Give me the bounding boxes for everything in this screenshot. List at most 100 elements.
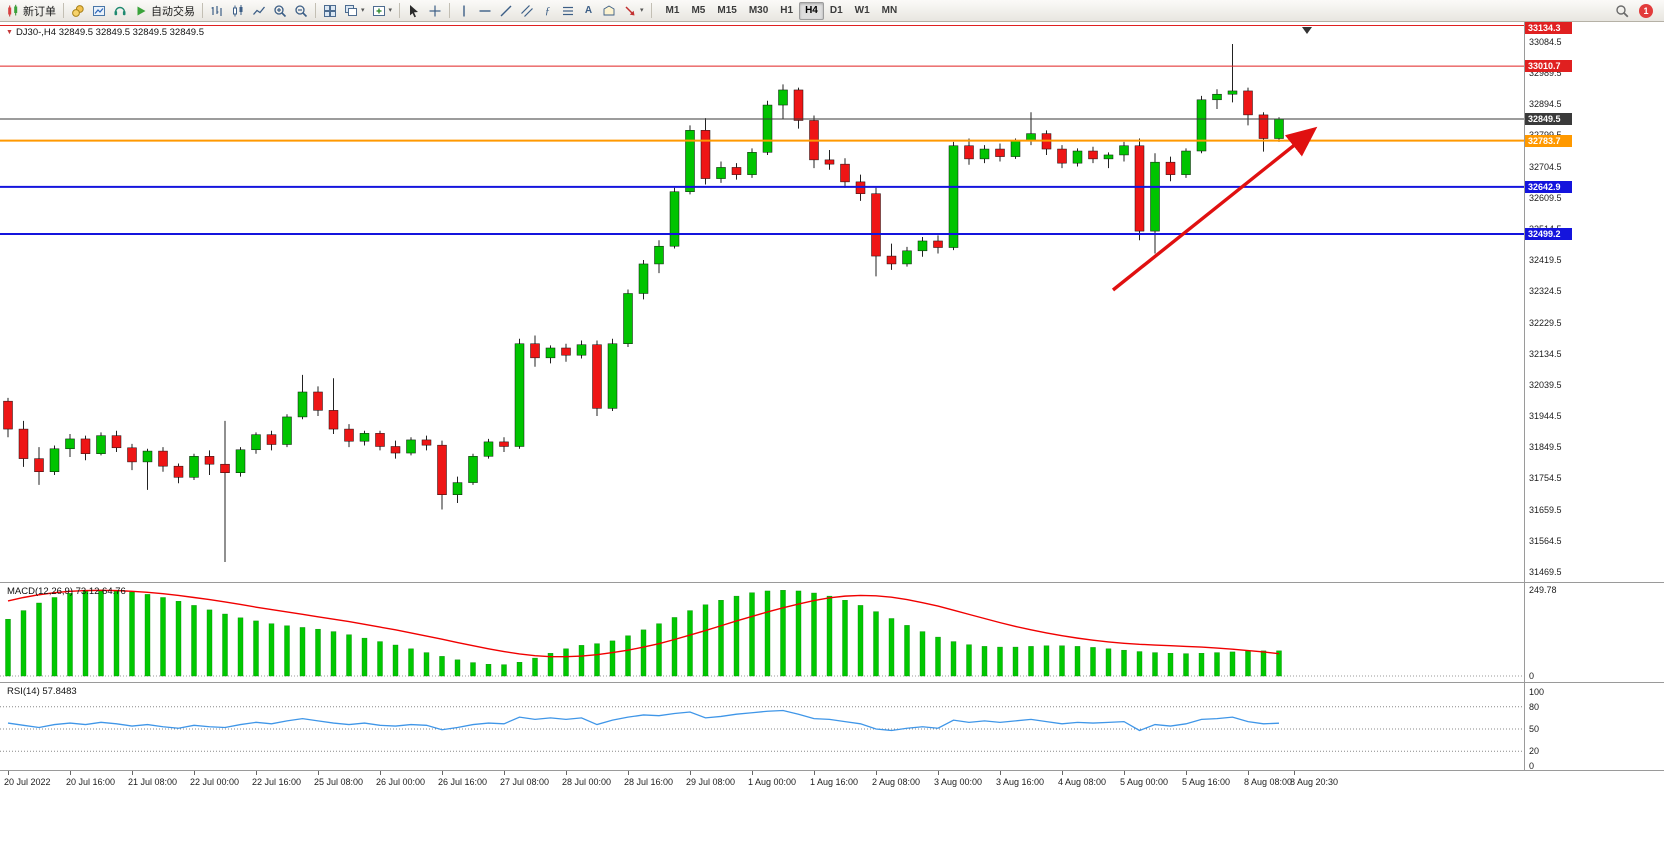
candle	[669, 187, 680, 249]
price-tick: 31659.5	[1529, 504, 1562, 515]
market-watch-button[interactable]	[89, 1, 109, 20]
tile-windows-icon	[324, 4, 336, 17]
time-axis-separator	[0, 770, 1664, 771]
timeframe-m15-button[interactable]: M15	[717, 4, 737, 16]
toolbar-divider	[202, 3, 203, 18]
horizontal-line-icon	[479, 9, 491, 12]
timeframe-h4-button[interactable]: H4	[799, 1, 824, 20]
line-chart-icon	[253, 6, 266, 15]
text-button[interactable]: A	[579, 1, 598, 20]
time-label: 4 Aug 08:00	[1058, 777, 1107, 787]
tile-windows-button[interactable]	[320, 1, 340, 20]
zoom-in-button[interactable]	[270, 1, 290, 20]
chevron-down-icon: ▾	[361, 7, 365, 14]
time-tick	[442, 771, 443, 775]
time-tick	[752, 771, 753, 775]
toolbar-divider	[63, 3, 64, 18]
time-tick	[318, 771, 319, 775]
time-tick	[938, 771, 939, 775]
coins-icon	[72, 4, 84, 17]
time-tick	[504, 771, 505, 775]
zoom-out-button[interactable]	[291, 1, 311, 20]
trend-arrow-annotation[interactable]	[1111, 126, 1318, 292]
levels-icon	[563, 6, 574, 15]
horizontal-line-button[interactable]	[475, 1, 495, 20]
macd-panel-separator[interactable]	[0, 582, 1664, 583]
time-label: 22 Jul 16:00	[252, 777, 302, 787]
candle	[530, 335, 540, 367]
price-tick: 32989.5	[1529, 68, 1562, 79]
price-tick: 32894.5	[1529, 99, 1562, 110]
indicators-button[interactable]: ▾	[369, 1, 396, 20]
price-tick: 31849.5	[1529, 442, 1562, 453]
timeframe-m1-button[interactable]: M1	[665, 4, 680, 16]
candle	[1258, 112, 1269, 152]
time-label: 1 Aug 16:00	[810, 777, 859, 787]
price-tick: 31944.5	[1529, 411, 1562, 422]
notification-badge[interactable]: 1	[1639, 3, 1653, 18]
channel-button[interactable]	[517, 1, 537, 20]
time-label: 25 Jul 08:00	[314, 777, 364, 787]
candle	[1134, 138, 1145, 241]
autotrading-button[interactable]: 自动交易	[131, 1, 198, 20]
toolbar-divider	[650, 3, 652, 18]
candle	[34, 447, 44, 485]
price-scale[interactable]: 33084.532989.532894.532799.532704.532609…	[1525, 22, 1664, 791]
candle	[824, 150, 835, 170]
cascade-windows-button[interactable]: ▾	[341, 1, 368, 20]
chart-shift-marker[interactable]	[1302, 27, 1312, 34]
macd-indicator-panel[interactable]	[0, 583, 1524, 682]
price-tick: 31754.5	[1529, 473, 1562, 484]
time-tick	[1248, 771, 1249, 775]
timeframe-m30-button[interactable]: M30	[748, 4, 769, 16]
macd-histogram	[5, 589, 1282, 677]
line-chart-button[interactable]	[249, 1, 269, 20]
time-label: 5 Aug 16:00	[1182, 777, 1231, 787]
timeframe-d1-button[interactable]: D1	[829, 4, 843, 16]
timeframe-h1-button[interactable]: H1	[780, 4, 794, 16]
chart-window-icon	[93, 5, 105, 16]
text-label-button[interactable]	[599, 1, 619, 20]
collapse-triangle-icon[interactable]: ▼	[6, 29, 13, 36]
equidistant-channel-icon	[521, 4, 533, 17]
rsi-panel-separator[interactable]	[0, 682, 1664, 683]
candle	[1227, 43, 1238, 103]
price-tick: 32419.5	[1529, 255, 1562, 266]
crosshair-button[interactable]	[425, 1, 445, 20]
fibonacci-button[interactable]: ƒ	[538, 1, 557, 20]
trendline-button[interactable]	[496, 1, 516, 20]
bar-chart-icon	[211, 5, 222, 16]
new-order-button[interactable]: 新订单	[3, 1, 59, 20]
price-tick: 32609.5	[1529, 192, 1562, 203]
rsi-indicator-panel[interactable]	[0, 683, 1524, 770]
candle	[886, 243, 897, 270]
symbols-button[interactable]	[68, 1, 88, 20]
main-price-chart[interactable]	[0, 22, 1524, 582]
search-icon[interactable]	[1615, 4, 1629, 18]
timeframe-m5-button[interactable]: M5	[691, 4, 706, 16]
candle	[654, 240, 664, 274]
arrow-objects-button[interactable]: ▾	[620, 1, 647, 20]
vertical-line-icon	[463, 5, 465, 16]
time-axis[interactable]: 20 Jul 2022 20 Jul 16:00 21 Jul 08:00 22 Ju…	[0, 771, 1524, 791]
vertical-line-button[interactable]	[454, 1, 474, 20]
time-label: 8 Aug 08:00	[1244, 777, 1293, 787]
time-tick	[628, 771, 629, 775]
time-tick	[1000, 771, 1001, 775]
new-order-label: 新订单	[23, 5, 56, 18]
cursor-button[interactable]	[404, 1, 424, 20]
price-badge-33134.3: 33134.3	[1525, 22, 1572, 34]
timeframe-mn-button[interactable]: MN	[881, 4, 898, 16]
timeframe-w1-button[interactable]: W1	[854, 4, 870, 16]
candle	[964, 138, 974, 165]
price-badge-32642.9: 32642.9	[1525, 180, 1572, 193]
support-button[interactable]	[110, 1, 130, 20]
bar-chart-button[interactable]	[207, 1, 227, 20]
candle	[1150, 153, 1160, 254]
levels-button[interactable]	[558, 1, 578, 20]
candle	[871, 187, 881, 277]
candle	[313, 386, 323, 416]
candle	[127, 443, 137, 471]
candle-chart-button[interactable]	[228, 1, 248, 20]
